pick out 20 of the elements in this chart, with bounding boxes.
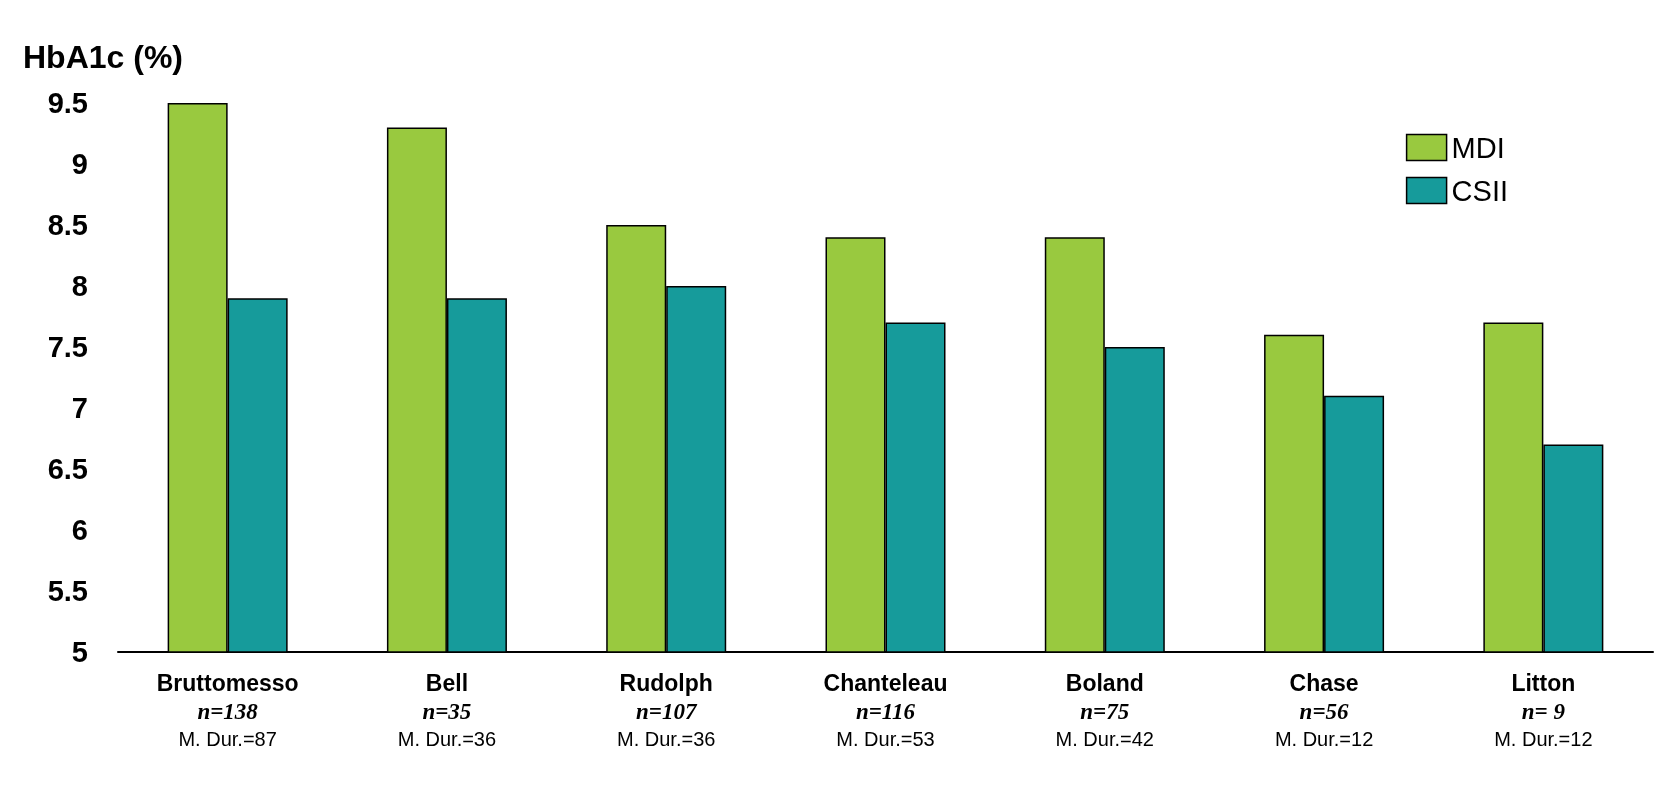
- y-tick-label: 7: [71, 392, 88, 424]
- y-tick-label: 8: [71, 270, 88, 302]
- x-tick-label: Bruttomesso n=138 M. Dur.=87: [156, 670, 299, 750]
- y-tick-label: 6: [71, 514, 88, 546]
- x-tick-label: Chanteleau n=116 M. Dur.=53: [823, 670, 948, 750]
- y-axis-title: HbA1c (%): [23, 39, 184, 75]
- y-tick-label: 7.5: [47, 331, 88, 363]
- legend-label: CSII: [1451, 174, 1509, 207]
- x-tick-label: Rudolph n=107 M. Dur.=36: [617, 670, 716, 750]
- y-tick-label: 6.5: [47, 453, 88, 485]
- y-tick-label: 8.5: [47, 209, 88, 241]
- legend-label: MDI: [1451, 131, 1505, 164]
- y-tick-label: 5: [71, 636, 88, 668]
- x-tick-label: Bell n=35 M. Dur.=36: [397, 670, 497, 750]
- x-tick-label: Boland n=75 M. Dur.=42: [1055, 670, 1154, 750]
- y-tick-label: 5.5: [47, 575, 88, 607]
- x-tick-label: Litton n= 9 M. Dur.=12: [1494, 670, 1593, 750]
- y-tick-label: 9.5: [47, 87, 88, 119]
- y-tick-label: 9: [71, 148, 88, 180]
- x-tick-label: Chase n=56 M. Dur.=12: [1274, 670, 1374, 750]
